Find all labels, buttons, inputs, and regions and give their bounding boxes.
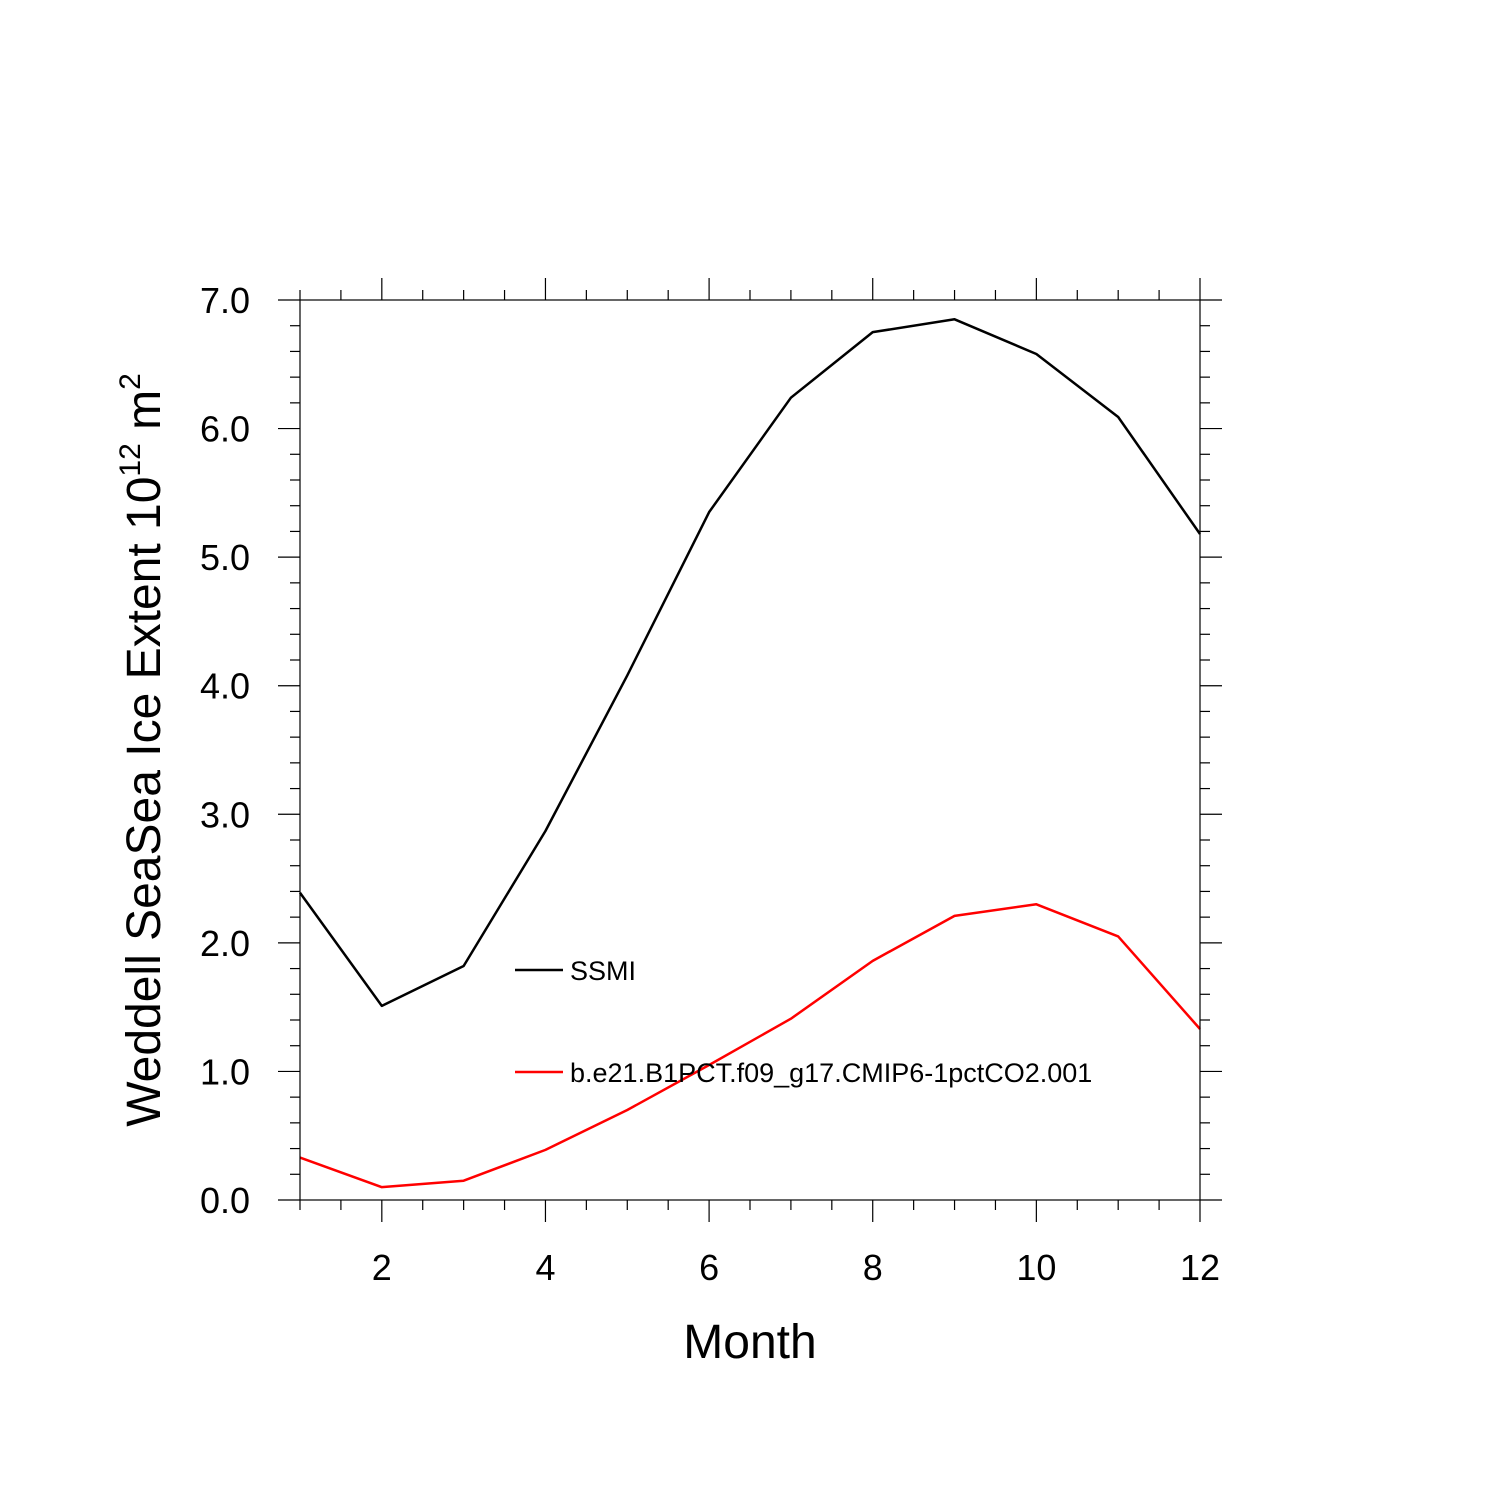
y-tick-label: 5.0 xyxy=(200,537,250,578)
x-tick-label: 2 xyxy=(372,1247,392,1288)
x-tick-label: 8 xyxy=(863,1247,883,1288)
y-axis-title-unit: m xyxy=(118,390,171,443)
legend: SSMI b.e21.B1PCT.f09_g17.CMIP6-1pctCO2.00… xyxy=(515,956,1092,1088)
x-tick-label: 10 xyxy=(1016,1247,1056,1288)
legend-label: b.e21.B1PCT.f09_g17.CMIP6-1pctCO2.001 xyxy=(570,1058,1092,1088)
x-tick-label: 12 xyxy=(1180,1247,1220,1288)
y-tick-label: 2.0 xyxy=(200,923,250,964)
x-tick-label: 6 xyxy=(699,1247,719,1288)
y-axis-title: Weddell SeaSea Ice Extent 1012 m2 xyxy=(114,373,171,1127)
y-tick-labels: 0.0 1.0 2.0 3.0 4.0 5.0 6.0 7.0 xyxy=(200,280,250,1221)
x-axis-title: Month xyxy=(683,1316,816,1369)
y-axis-title-main: Weddell SeaSea Ice Extent 10 xyxy=(118,477,171,1127)
y-tick-label: 4.0 xyxy=(200,666,250,707)
x-tick-labels: 2 4 6 8 10 12 xyxy=(372,1247,1220,1288)
tick-marks xyxy=(278,278,1222,1222)
x-tick-label: 4 xyxy=(535,1247,555,1288)
y-tick-label: 0.0 xyxy=(200,1180,250,1221)
y-tick-label: 1.0 xyxy=(200,1051,250,1092)
y-tick-label: 7.0 xyxy=(200,280,250,321)
plot-frame xyxy=(299,299,1201,1201)
series-line-2 xyxy=(299,903,1201,1189)
y-tick-label: 3.0 xyxy=(200,794,250,835)
series-lines xyxy=(298,318,1202,1189)
y-tick-label: 6.0 xyxy=(200,409,250,450)
y-axis-title-exponent: 12 xyxy=(114,443,147,476)
legend-label: SSMI xyxy=(570,956,636,986)
y-axis-title-unit-exponent: 2 xyxy=(114,373,147,390)
series-line-1 xyxy=(298,318,1202,1008)
